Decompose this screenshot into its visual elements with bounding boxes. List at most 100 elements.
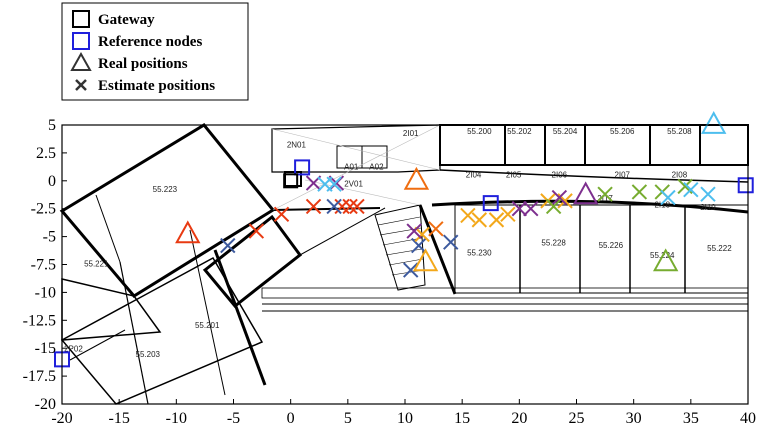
estimate-position-point [631, 184, 648, 200]
estimate-position-point [248, 223, 265, 239]
room-label: 2I05 [506, 170, 522, 179]
floorplan-north-walls [504, 125, 701, 165]
estimate-position-point [460, 207, 476, 224]
room-label: 2I07 [614, 170, 630, 179]
legend-box [61, 2, 249, 101]
gateway-point [283, 173, 299, 189]
room-label: 55.200 [467, 127, 492, 136]
estimate-position-point [500, 206, 516, 222]
room-label: 55.221 [84, 260, 109, 269]
floorplan-drawing [59, 123, 749, 405]
y-tick-label: 2.5 [36, 145, 56, 162]
room-label: 55.230 [467, 249, 492, 258]
estimate-position-point [523, 200, 539, 217]
estimate-position-point [326, 176, 342, 192]
x-tick-label: 35 [683, 410, 699, 427]
floorplan-corridor-wall [299, 207, 386, 256]
estimate-position-point [471, 212, 488, 228]
real-position-point [412, 248, 439, 272]
y-tick-label: -20 [35, 396, 56, 413]
y-tick-label: -7.5 [31, 257, 56, 274]
reference-node-point [737, 177, 754, 194]
x-tick-label: -20 [51, 410, 72, 427]
y-tick-label: -5 [43, 229, 56, 246]
y-tick-label: -10 [35, 284, 56, 301]
room-label: 55.223 [153, 185, 178, 194]
floorplan-wall [418, 204, 457, 295]
y-tick-label: -15 [35, 340, 56, 357]
room-label: 2I08 [672, 170, 688, 179]
estimate-position-point [403, 262, 419, 278]
x-tick-label: 30 [626, 410, 642, 427]
estimate-position-point [406, 223, 422, 239]
x-tick-label: -10 [166, 410, 187, 427]
room-label: 2I18 [654, 201, 670, 210]
estimate-position-point [414, 226, 430, 243]
y-tick-label: -17.5 [23, 368, 56, 385]
room-label: 2I04 [466, 170, 482, 179]
legend-label: Real positions [98, 56, 188, 72]
x-axis-ticks: -20 -15 -10 -5 0 5 10 15 20 25 30 35 40 [51, 399, 756, 427]
y-tick-label: -12.5 [23, 312, 56, 329]
reference-node-point [482, 195, 499, 212]
real-position-point [403, 166, 430, 190]
floorplan-wall [69, 329, 126, 361]
real-position-point [572, 181, 599, 205]
x-tick-label: -15 [109, 410, 130, 427]
room-label: 55.201 [195, 321, 220, 330]
y-tick-label: -2.5 [31, 201, 56, 218]
real-position-point [175, 220, 201, 244]
floorplan-south-walls [519, 205, 686, 293]
estimate-position-point [551, 189, 568, 206]
estimate-position-point [700, 186, 716, 202]
y-tick-label: 0 [48, 173, 56, 190]
x-tick-label: -5 [227, 410, 240, 427]
reference-node-point [294, 159, 311, 176]
legend-x-icon [75, 79, 87, 91]
estimate-position-point [273, 206, 290, 222]
y-axis-ticks: 5 2.5 0 -2.5 -5 -7.5 -10 -12.5 -15 -17.5 -20 [23, 117, 67, 413]
legend: Gateway Reference nodes Real positions Esti… [61, 2, 249, 101]
estimate-position-point [597, 186, 613, 202]
legend-label: Reference nodes [98, 34, 202, 50]
legend-square-icon [72, 10, 90, 28]
room-label: 2V01 [344, 179, 363, 188]
floorplan-corridor-north [439, 169, 749, 183]
room-label: 2I06 [552, 170, 568, 179]
floorplan-wall [119, 261, 149, 405]
estimate-position-point [305, 198, 322, 215]
estimate-position-point [428, 221, 444, 237]
floorplan-room-55-201 [60, 256, 264, 405]
legend-label: Gateway [98, 12, 155, 28]
room-label: 55.226 [599, 241, 624, 250]
axes: -20 -15 -10 -5 0 5 10 15 20 25 30 35 40 52.50-2.5-5-… [23, 117, 756, 427]
estimate-position-point [349, 198, 365, 215]
room-label: 55.228 [541, 239, 566, 248]
estimate-position-point [411, 237, 427, 254]
estimate-position-point [511, 200, 528, 217]
legend-triangle-icon [70, 51, 92, 71]
estimate-position-point [683, 182, 699, 198]
x-tick-label: 20 [511, 410, 527, 427]
estimate-position-point [326, 198, 342, 215]
legend-square-icon [72, 32, 90, 50]
room-label: 55.203 [136, 350, 161, 359]
legend-label: Estimate positions [98, 78, 215, 94]
real-position-point [701, 111, 727, 134]
x-tick-label: 10 [397, 410, 413, 427]
room-label: 2N01 [287, 140, 307, 149]
room-label: 55.202 [507, 127, 532, 136]
x-tick-label: 5 [344, 410, 352, 427]
room-label: 55.206 [610, 127, 635, 136]
y-tick-label: 5 [48, 117, 56, 134]
room-label: 55.208 [667, 127, 692, 136]
room-label: A01 [344, 163, 359, 172]
x-tick-label: 25 [569, 410, 585, 427]
room-label: 2I17 [597, 194, 613, 203]
estimate-position-point [220, 237, 236, 254]
room-label: 2P02 [64, 345, 83, 354]
real-position-point [652, 248, 679, 272]
floorplan-corridor-wall [272, 207, 381, 211]
floorplan-wall [95, 194, 121, 263]
